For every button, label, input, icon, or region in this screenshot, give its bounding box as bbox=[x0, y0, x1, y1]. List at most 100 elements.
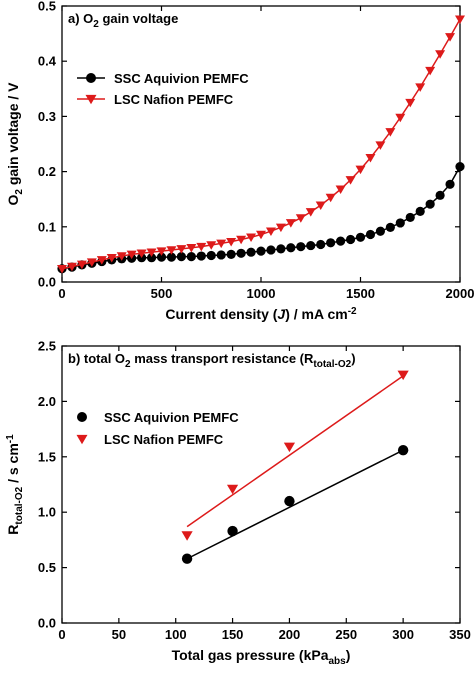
data-point bbox=[435, 50, 446, 59]
data-point bbox=[405, 212, 415, 223]
x-tick-label: 250 bbox=[335, 627, 357, 642]
x-tick-label: 2000 bbox=[446, 286, 474, 301]
y-tick-label: 2.5 bbox=[38, 339, 56, 354]
data-point bbox=[375, 141, 386, 150]
x-tick-label: 50 bbox=[112, 627, 126, 642]
data-point bbox=[226, 249, 236, 259]
data-point bbox=[305, 208, 316, 217]
y-tick-label: 0.0 bbox=[38, 616, 56, 631]
data-point bbox=[345, 176, 356, 185]
y-tick-label: 2.0 bbox=[38, 394, 56, 409]
data-point bbox=[286, 243, 296, 253]
data-point bbox=[256, 246, 266, 256]
data-point bbox=[156, 252, 167, 262]
data-point bbox=[66, 262, 77, 272]
data-point bbox=[425, 199, 435, 209]
legend-marker bbox=[77, 412, 87, 422]
x-tick-label: 300 bbox=[392, 627, 414, 642]
data-point bbox=[395, 218, 405, 228]
data-point bbox=[326, 238, 336, 248]
data-point bbox=[186, 252, 196, 262]
legend-label: LSC Nafion PEMFC bbox=[104, 432, 224, 447]
y-tick-label: 0.0 bbox=[38, 275, 56, 290]
data-point bbox=[246, 247, 256, 257]
data-point bbox=[365, 154, 376, 163]
fit-line bbox=[186, 375, 404, 528]
data-point bbox=[156, 247, 167, 256]
data-point bbox=[181, 553, 193, 564]
data-point bbox=[216, 239, 227, 249]
data-point bbox=[181, 531, 193, 541]
x-tick-label: 0 bbox=[58, 286, 65, 301]
data-point bbox=[435, 190, 445, 200]
data-point bbox=[206, 250, 216, 261]
x-tick-label: 0 bbox=[58, 627, 65, 642]
data-point bbox=[397, 370, 409, 381]
data-point bbox=[375, 226, 385, 236]
panel-title: b) total O2 mass transport resistance (R… bbox=[68, 351, 356, 370]
x-tick-label: 350 bbox=[449, 627, 471, 642]
data-point bbox=[425, 66, 436, 76]
data-point bbox=[186, 244, 197, 253]
data-point bbox=[397, 444, 409, 456]
data-point bbox=[246, 233, 257, 243]
data-point bbox=[226, 237, 237, 247]
data-point bbox=[295, 214, 306, 223]
data-point bbox=[445, 33, 456, 42]
data-point bbox=[265, 227, 276, 236]
data-point bbox=[196, 242, 207, 252]
data-point bbox=[385, 128, 396, 137]
y-tick-label: 1.5 bbox=[38, 449, 56, 464]
x-tick-label: 1500 bbox=[346, 286, 375, 301]
data-point bbox=[276, 244, 286, 254]
data-point bbox=[236, 248, 246, 258]
x-tick-label: 500 bbox=[151, 286, 173, 301]
data-point bbox=[227, 525, 238, 537]
data-point bbox=[336, 236, 346, 246]
data-point bbox=[284, 495, 295, 507]
data-point bbox=[445, 179, 455, 189]
data-point bbox=[316, 239, 326, 250]
legend-marker bbox=[85, 94, 97, 105]
data-point bbox=[216, 250, 226, 260]
data-point bbox=[176, 245, 187, 254]
data-point bbox=[285, 219, 296, 228]
plot-frame bbox=[61, 345, 461, 624]
legend: SSC Aquivion PEMFC LSC Nafion PEMFC bbox=[77, 71, 249, 107]
data-point bbox=[236, 235, 247, 245]
data-point bbox=[415, 83, 426, 92]
series-ssc-aquivion bbox=[181, 444, 409, 564]
data-point bbox=[57, 265, 67, 274]
data-point bbox=[283, 442, 296, 453]
legend: SSC Aquivion PEMFC LSC Nafion PEMFC bbox=[76, 410, 239, 447]
data-point bbox=[315, 201, 326, 211]
data-point bbox=[455, 15, 465, 24]
x-axis-label: Total gas pressure (kPaabs) bbox=[172, 647, 351, 667]
chart-panel-b: 0 50 100 150 200 250 300 350 0.0 0.5 1.0 1.5 2.0 2.5 S… bbox=[5, 339, 471, 668]
y-tick-label: 0.5 bbox=[38, 560, 56, 575]
series-lsc-nafion bbox=[181, 370, 409, 541]
data-point bbox=[345, 234, 356, 245]
data-point bbox=[206, 241, 217, 250]
legend-label: LSC Nafion PEMFC bbox=[114, 92, 234, 107]
legend-marker bbox=[76, 434, 88, 445]
data-point bbox=[415, 206, 425, 216]
data-point bbox=[335, 185, 346, 195]
data-point bbox=[106, 253, 117, 263]
y-tick-label: 1.0 bbox=[38, 505, 56, 520]
data-point bbox=[166, 246, 177, 255]
x-tick-label: 200 bbox=[279, 627, 301, 642]
series-lsc-nafion bbox=[57, 15, 465, 274]
y-axis-label: O2 gain voltage / V bbox=[5, 82, 25, 206]
legend-marker bbox=[86, 73, 96, 83]
y-tick-label: 0.2 bbox=[38, 164, 56, 179]
panel-title: a) O2 gain voltage bbox=[68, 11, 178, 30]
data-point bbox=[146, 248, 157, 257]
data-point bbox=[226, 484, 239, 495]
data-point bbox=[166, 252, 177, 262]
y-tick-label: 0.1 bbox=[38, 219, 56, 234]
data-point bbox=[395, 113, 406, 123]
data-point bbox=[116, 252, 127, 261]
legend-label: SSC Aquivion PEMFC bbox=[114, 71, 249, 86]
